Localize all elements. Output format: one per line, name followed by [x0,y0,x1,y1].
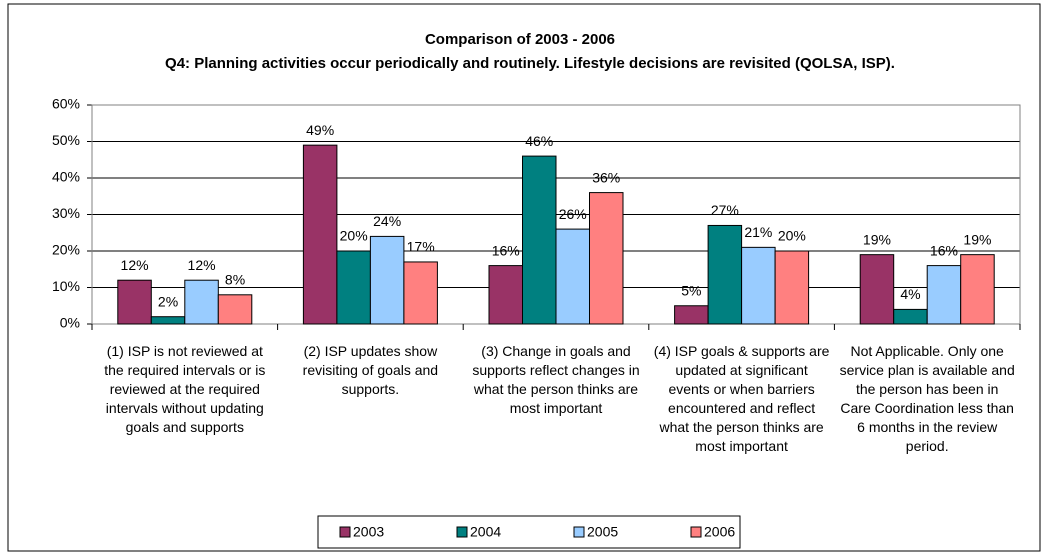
bar [217,294,253,325]
y-tick-label: 0% [60,315,80,331]
y-tick-label: 40% [52,169,80,185]
bar [403,261,438,325]
chart-subtitle: Q4: Planning activities occur periodical… [165,55,895,72]
data-label: 26% [559,206,587,222]
legend-swatch [573,526,585,538]
bar [674,305,709,325]
legend-label: 2004 [470,524,501,540]
data-label: 12% [121,257,149,273]
x-tick-label: Not Applicable. Only one service plan is… [839,343,1015,454]
x-tick-label: (3) Change in goals and supports reflect… [472,343,640,416]
legend-label: 2005 [587,524,618,540]
y-tick-label: 20% [52,242,80,258]
bar [184,279,219,325]
data-label: 4% [900,286,920,302]
bar [369,235,405,325]
bar [589,192,624,325]
legend-box [317,515,741,549]
data-label: 5% [681,282,701,298]
bar [893,308,928,325]
bar [707,224,743,325]
bar [741,246,776,325]
data-label: 27% [711,202,739,218]
bar [960,254,995,325]
x-tick-label: (2) ISP updates show revisiting of goals… [302,343,439,397]
y-tick-label: 50% [52,132,80,148]
data-label: 19% [863,231,891,247]
data-label: 8% [225,272,245,288]
data-label: 46% [525,133,553,149]
x-tick-label: (4) ISP goals & supports are updated at … [653,343,830,454]
data-label: 36% [592,169,620,185]
legend-swatch [690,526,702,538]
bar [522,155,557,325]
y-tick-label: 30% [52,205,80,221]
data-label: 19% [963,231,991,247]
data-label: 16% [930,242,958,258]
chart-title: Comparison of 2003 - 2006 [424,31,616,48]
data-label: 49% [306,122,334,138]
data-label: 17% [407,239,435,255]
y-tick-label: 60% [52,96,80,112]
bar [555,228,590,325]
data-label: 21% [744,224,772,240]
bar [488,265,523,325]
bar [774,250,810,325]
legend-swatch [456,526,468,538]
data-label: 16% [492,242,520,258]
bar [926,265,962,325]
bar [336,250,371,325]
data-label: 20% [778,228,806,244]
data-label: 24% [373,213,401,229]
bar [859,254,895,325]
y-tick-label: 10% [52,278,80,294]
x-tick-label: (1) ISP is not reviewed at the required … [104,343,266,435]
data-label: 2% [158,293,178,309]
legend-label: 2006 [704,524,735,540]
legend-label: 2003 [353,524,384,540]
legend-swatch [339,526,351,538]
bar [117,279,152,325]
data-label: 20% [340,228,368,244]
data-label: 12% [188,257,216,273]
bar [150,316,186,325]
bar [302,144,338,325]
